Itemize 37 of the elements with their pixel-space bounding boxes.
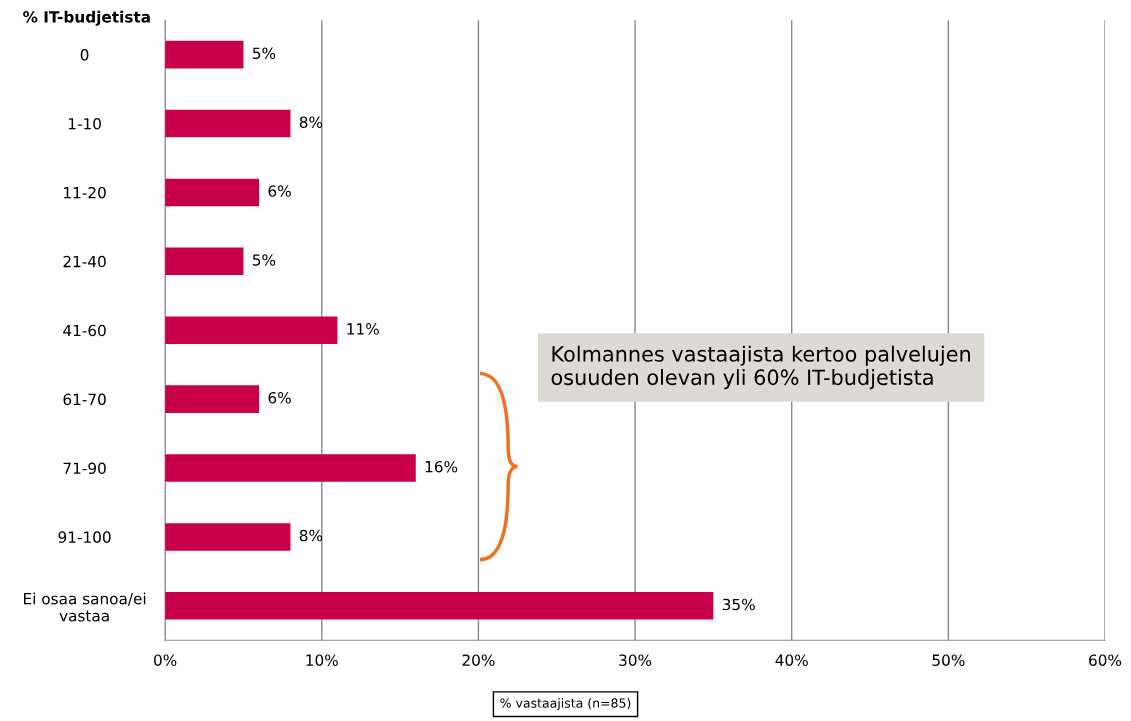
bar <box>165 385 260 413</box>
y-tick-label: 11-20 <box>64 186 106 199</box>
bar <box>165 454 416 482</box>
y-tick-label: 61-70 <box>63 393 106 406</box>
data-label: 6% <box>268 185 291 197</box>
y-tick-label: Ei osaa sanoa/ei vastaa <box>24 592 146 622</box>
data-label: 35% <box>722 598 755 611</box>
x-tick-label: 50% <box>932 654 965 666</box>
y-tick-label: 21-40 <box>63 255 106 268</box>
bar <box>165 40 244 69</box>
data-label: 5% <box>252 254 276 266</box>
x-tick-label: 60% <box>1089 654 1122 666</box>
bar <box>165 109 291 138</box>
data-label: 8% <box>299 116 323 128</box>
bar <box>165 178 260 207</box>
data-label: 16% <box>425 460 458 473</box>
y-tick-label: 91-100 <box>58 531 111 543</box>
data-label: 8% <box>299 529 323 542</box>
y-tick-label: 71-90 <box>63 462 106 475</box>
bar <box>165 523 291 551</box>
x-tick-label: 30% <box>619 654 652 666</box>
data-label: 5% <box>252 47 276 60</box>
x-tick-label: 40% <box>775 654 808 666</box>
x-axis-title: % vastaajista (n=85) <box>500 698 631 711</box>
data-label: 6% <box>268 391 291 404</box>
y-tick-label: 41-60 <box>63 324 106 337</box>
x-tick-label: 10% <box>306 654 338 666</box>
y-axis-title: % IT-budjetista <box>23 10 150 26</box>
y-tick-label: 0 <box>80 49 89 61</box>
annotation: Kolmannes vastaajista kertoo palvelujen osuuden olevan yli 60% IT-budjetista <box>551 345 970 390</box>
bar <box>165 247 244 276</box>
x-tick-label: 0% <box>154 654 177 666</box>
x-tick-label: 20% <box>462 654 495 666</box>
bar <box>165 592 714 620</box>
bar <box>165 316 338 344</box>
data-label: 11% <box>347 323 379 335</box>
y-tick-label: 1-10 <box>68 118 101 130</box>
